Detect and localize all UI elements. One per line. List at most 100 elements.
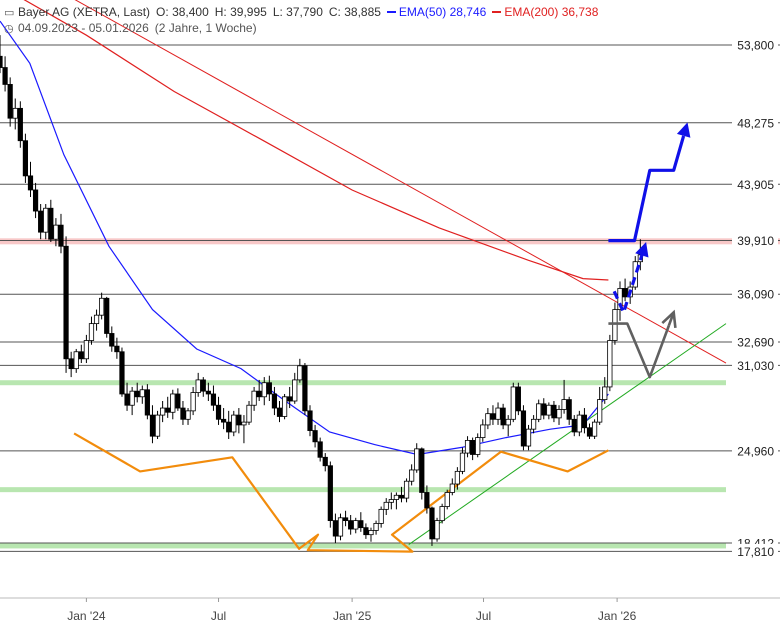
level-label: 17,810 (737, 545, 774, 559)
level-labels-layer: 53,800 48,275 43,905 39,910 36,090 32,690 31,0… (732, 37, 778, 559)
candlestick-icon: ▭ (4, 7, 15, 19)
projection-blue-solid (608, 122, 691, 243)
level-label: 32,690 (737, 336, 774, 350)
candle-body (434, 520, 440, 540)
candle-body (190, 392, 196, 412)
candle-body (256, 390, 262, 398)
candle (617, 281, 623, 321)
candle-body (368, 530, 374, 536)
candle (185, 408, 191, 425)
candle (327, 461, 333, 528)
candle-body (363, 527, 369, 536)
candle (571, 415, 577, 437)
candle (409, 464, 415, 486)
candle-body (175, 393, 181, 409)
candle-body (353, 520, 359, 530)
candle-body (454, 470, 460, 485)
candle-body (287, 396, 293, 402)
candle (215, 396, 222, 425)
candle-body (551, 404, 557, 419)
candle (536, 399, 542, 423)
candle-body (470, 440, 476, 455)
candle-body (581, 414, 588, 429)
candle-body (424, 492, 430, 509)
candle (149, 405, 156, 444)
candle-body (602, 386, 608, 401)
candle-body (520, 410, 527, 447)
candle-body (561, 399, 567, 410)
candle-body (185, 410, 191, 420)
open-label: O: (156, 5, 169, 19)
projection-arrowhead (676, 122, 691, 138)
high-value: 39,995 (230, 5, 267, 19)
ema200-line (23, 0, 609, 281)
candle-body (83, 340, 89, 360)
candle-body (93, 314, 100, 325)
x-tick-label: Jul (476, 609, 491, 623)
candle (88, 316, 95, 345)
candle-body (297, 365, 303, 381)
candle (429, 506, 435, 546)
candle-body (215, 404, 222, 420)
candle-body (154, 414, 161, 437)
candle-body (231, 414, 237, 433)
level-label-bg (732, 286, 778, 302)
candle (505, 415, 511, 437)
candle (292, 372, 298, 404)
candle-body (22, 140, 29, 177)
candle (531, 415, 537, 434)
candle-body (322, 456, 328, 467)
candle-body (449, 483, 455, 493)
candle (576, 410, 582, 437)
candle (353, 517, 359, 534)
candle-body (505, 418, 511, 426)
candle (210, 385, 217, 411)
candle-body (566, 399, 572, 420)
candle-body (261, 382, 267, 398)
candle (378, 506, 384, 528)
candle (551, 401, 557, 423)
low-label: L: (272, 5, 283, 19)
candle (160, 401, 166, 423)
close-value: 38,885 (344, 5, 381, 19)
projections-layer (608, 122, 691, 379)
level-label: 39,910 (737, 234, 774, 248)
candle (591, 419, 598, 440)
candle-body (73, 351, 79, 370)
projection-path (608, 135, 686, 243)
candle (170, 389, 176, 420)
candle (622, 278, 628, 302)
candle-body (119, 351, 125, 395)
resistance-zone-band (0, 238, 780, 245)
candle (337, 513, 344, 541)
candle-body (302, 365, 308, 412)
candle-body (38, 210, 44, 233)
candle (363, 523, 369, 539)
candle-body (358, 520, 364, 529)
candle (63, 236, 69, 373)
candle (403, 478, 410, 503)
candle-body (525, 428, 532, 447)
candle (266, 375, 272, 402)
candle (459, 447, 466, 475)
candle (388, 492, 394, 510)
candle-body (68, 358, 74, 370)
candle-body (546, 404, 552, 416)
candle-body (180, 407, 186, 420)
level-label-bg (732, 443, 778, 459)
candle-body (205, 390, 211, 395)
candle (175, 388, 181, 411)
candle (124, 382, 130, 411)
candle (205, 382, 211, 402)
candle (332, 513, 339, 544)
trendline-green (408, 323, 727, 545)
open-value: 38,400 (172, 5, 209, 19)
level-label: 24,960 (737, 444, 774, 458)
x-tick-label: Jan '25 (333, 609, 372, 623)
candle (597, 386, 603, 425)
candle (444, 489, 450, 510)
level-label-bg (732, 334, 778, 350)
candle-body (383, 501, 389, 510)
level-label-bg (732, 232, 778, 248)
candle (581, 408, 588, 434)
